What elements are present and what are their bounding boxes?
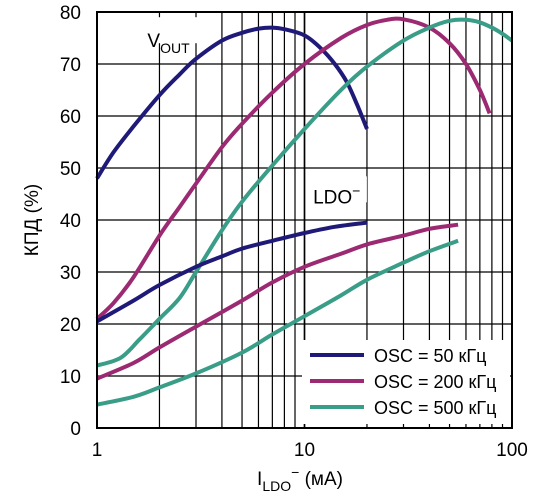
curve-annotations: VOUT LDO− [144, 17, 367, 208]
y-tick-label: 50 [60, 159, 81, 180]
series-line-ldo-2 [96, 238, 459, 407]
y-tick-label: 70 [60, 55, 81, 76]
x-axis-label: ILDO− (мА) [257, 464, 343, 494]
y-axis-label: КПД (%) [22, 184, 43, 256]
series-line-ldo-1 [96, 222, 459, 381]
x-tick-label: 10 [294, 440, 315, 461]
series-lines [95, 16, 514, 407]
ldo-annotation: LDO− [313, 182, 360, 208]
series-line-ldo-0 [96, 220, 368, 324]
legend-label: OSC = 200 кГц [374, 372, 496, 392]
y-tick-label: 0 [70, 419, 81, 440]
y-tick-label: 20 [60, 315, 81, 336]
vout-annotation: VOUT [147, 31, 190, 56]
y-tick-label: 60 [60, 107, 81, 128]
legend: OSC = 50 кГц OSC = 200 кГц OSC = 500 кГц [302, 340, 510, 424]
x-tick-label: 1 [92, 440, 103, 461]
y-tick-label: 30 [60, 263, 81, 284]
vout-label-bg [144, 17, 205, 44]
tick-labels: 0 10 20 30 40 50 60 70 80 1 10 100 [60, 3, 528, 461]
legend-label: OSC = 500 кГц [374, 398, 496, 418]
series-line-vout-2 [96, 17, 514, 368]
ldo-label-bg [308, 176, 367, 203]
series-line-vout-1 [95, 16, 492, 321]
y-tick-label: 10 [60, 367, 81, 388]
series-line-vout-0 [95, 25, 369, 180]
y-tick-label: 80 [60, 3, 81, 24]
x-tick-label: 100 [496, 440, 528, 461]
plot-frame [96, 11, 513, 429]
legend-label: OSC = 50 кГц [374, 346, 486, 366]
y-tick-label: 40 [60, 211, 81, 232]
